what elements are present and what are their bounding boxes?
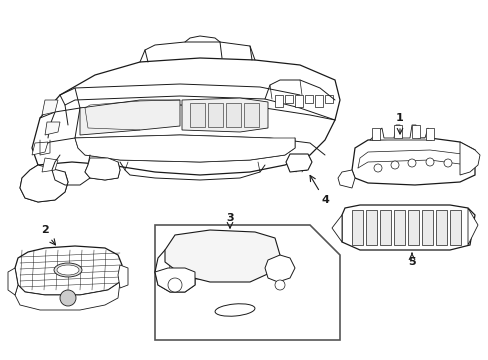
Text: 5: 5: [407, 257, 415, 267]
Circle shape: [390, 161, 398, 169]
Ellipse shape: [215, 304, 254, 316]
Polygon shape: [155, 225, 339, 340]
Polygon shape: [425, 128, 433, 140]
Polygon shape: [393, 125, 401, 138]
Text: 2: 2: [41, 225, 49, 235]
Polygon shape: [285, 154, 311, 172]
Polygon shape: [369, 125, 431, 140]
Polygon shape: [341, 205, 474, 250]
Polygon shape: [449, 210, 460, 245]
Polygon shape: [42, 158, 58, 172]
Polygon shape: [32, 58, 339, 175]
Polygon shape: [305, 95, 312, 103]
Polygon shape: [264, 255, 294, 282]
Polygon shape: [393, 210, 404, 245]
Polygon shape: [421, 210, 432, 245]
Polygon shape: [8, 268, 18, 295]
Polygon shape: [274, 95, 283, 107]
Circle shape: [168, 278, 182, 292]
Polygon shape: [225, 103, 241, 127]
Polygon shape: [371, 128, 379, 140]
Polygon shape: [351, 210, 362, 245]
Circle shape: [443, 159, 451, 167]
Polygon shape: [411, 125, 419, 138]
Polygon shape: [20, 165, 68, 202]
Polygon shape: [85, 158, 120, 180]
Polygon shape: [314, 95, 323, 107]
Polygon shape: [407, 210, 418, 245]
Polygon shape: [164, 230, 280, 282]
Polygon shape: [365, 210, 376, 245]
Polygon shape: [351, 138, 474, 185]
Polygon shape: [325, 95, 332, 103]
Polygon shape: [80, 100, 180, 135]
Polygon shape: [244, 103, 259, 127]
Polygon shape: [294, 95, 303, 107]
Polygon shape: [207, 103, 223, 127]
Polygon shape: [379, 210, 390, 245]
Circle shape: [274, 280, 285, 290]
Polygon shape: [118, 265, 128, 288]
Text: 4: 4: [321, 195, 328, 205]
Polygon shape: [15, 246, 122, 295]
Polygon shape: [42, 100, 58, 115]
Polygon shape: [182, 98, 267, 132]
Polygon shape: [285, 95, 292, 103]
Polygon shape: [32, 142, 48, 155]
Circle shape: [60, 290, 76, 306]
Polygon shape: [75, 135, 294, 162]
Text: 1: 1: [395, 113, 403, 123]
Circle shape: [425, 158, 433, 166]
Ellipse shape: [54, 263, 82, 277]
Ellipse shape: [57, 265, 79, 275]
Polygon shape: [155, 268, 195, 292]
Polygon shape: [331, 215, 341, 242]
Polygon shape: [337, 170, 354, 188]
Polygon shape: [15, 282, 120, 310]
Text: 3: 3: [226, 213, 233, 223]
Polygon shape: [435, 210, 446, 245]
Polygon shape: [467, 208, 477, 245]
Polygon shape: [45, 122, 60, 135]
Polygon shape: [190, 103, 204, 127]
Circle shape: [373, 164, 381, 172]
Polygon shape: [459, 142, 479, 175]
Circle shape: [407, 159, 415, 167]
